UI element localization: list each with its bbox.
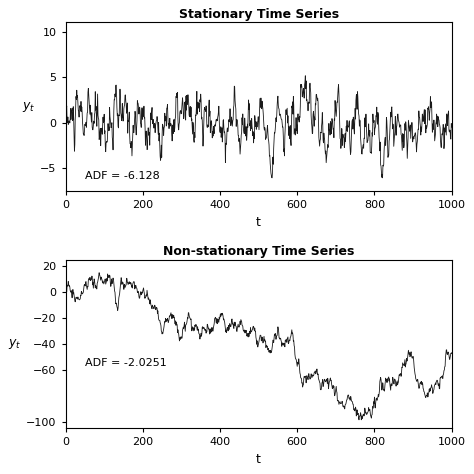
Text: ADF = -6.128: ADF = -6.128	[85, 171, 160, 181]
Title: Non-stationary Time Series: Non-stationary Time Series	[163, 246, 354, 258]
X-axis label: t: t	[256, 453, 261, 465]
Title: Stationary Time Series: Stationary Time Series	[179, 9, 338, 21]
Text: ADF = -2.0251: ADF = -2.0251	[85, 358, 166, 368]
Y-axis label: $y_t$: $y_t$	[22, 100, 36, 114]
Y-axis label: $y_t$: $y_t$	[9, 337, 22, 351]
X-axis label: t: t	[256, 216, 261, 228]
